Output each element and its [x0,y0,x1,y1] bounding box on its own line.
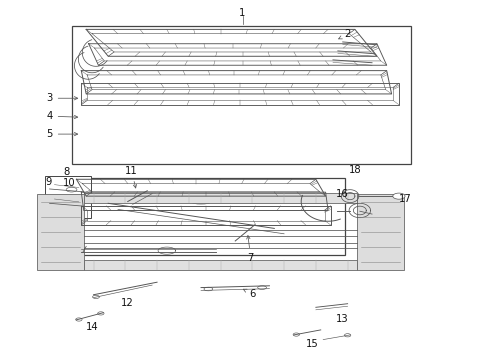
Text: 7: 7 [246,235,254,263]
Text: 3: 3 [47,93,78,103]
Text: 6: 6 [244,289,255,299]
Text: 18: 18 [349,165,362,175]
Text: 11: 11 [125,166,138,188]
Ellipse shape [204,287,213,291]
Text: 1: 1 [240,8,246,18]
Ellipse shape [344,334,351,337]
Text: 16: 16 [336,189,349,199]
Text: 4: 4 [47,111,78,121]
Ellipse shape [393,193,405,199]
Text: 8: 8 [64,167,70,177]
Bar [84,193,357,203]
Ellipse shape [192,201,210,204]
Text: 13: 13 [336,314,348,324]
Ellipse shape [258,286,267,289]
Text: 2: 2 [339,30,351,39]
Text: 9: 9 [46,177,52,187]
FancyBboxPatch shape [45,176,91,218]
Bar [84,260,357,270]
Text: 15: 15 [306,339,319,349]
Text: 12: 12 [121,298,133,308]
Ellipse shape [75,318,82,321]
Ellipse shape [66,187,77,192]
Text: 17: 17 [399,194,412,204]
Ellipse shape [293,333,299,336]
FancyBboxPatch shape [72,26,411,164]
Text: 10: 10 [63,178,75,188]
Text: 5: 5 [47,129,78,139]
Ellipse shape [66,202,77,206]
Text: 14: 14 [86,322,99,332]
Bar [37,194,84,270]
Bar [357,194,404,270]
Ellipse shape [98,312,104,315]
Ellipse shape [93,295,99,298]
FancyBboxPatch shape [72,178,345,255]
